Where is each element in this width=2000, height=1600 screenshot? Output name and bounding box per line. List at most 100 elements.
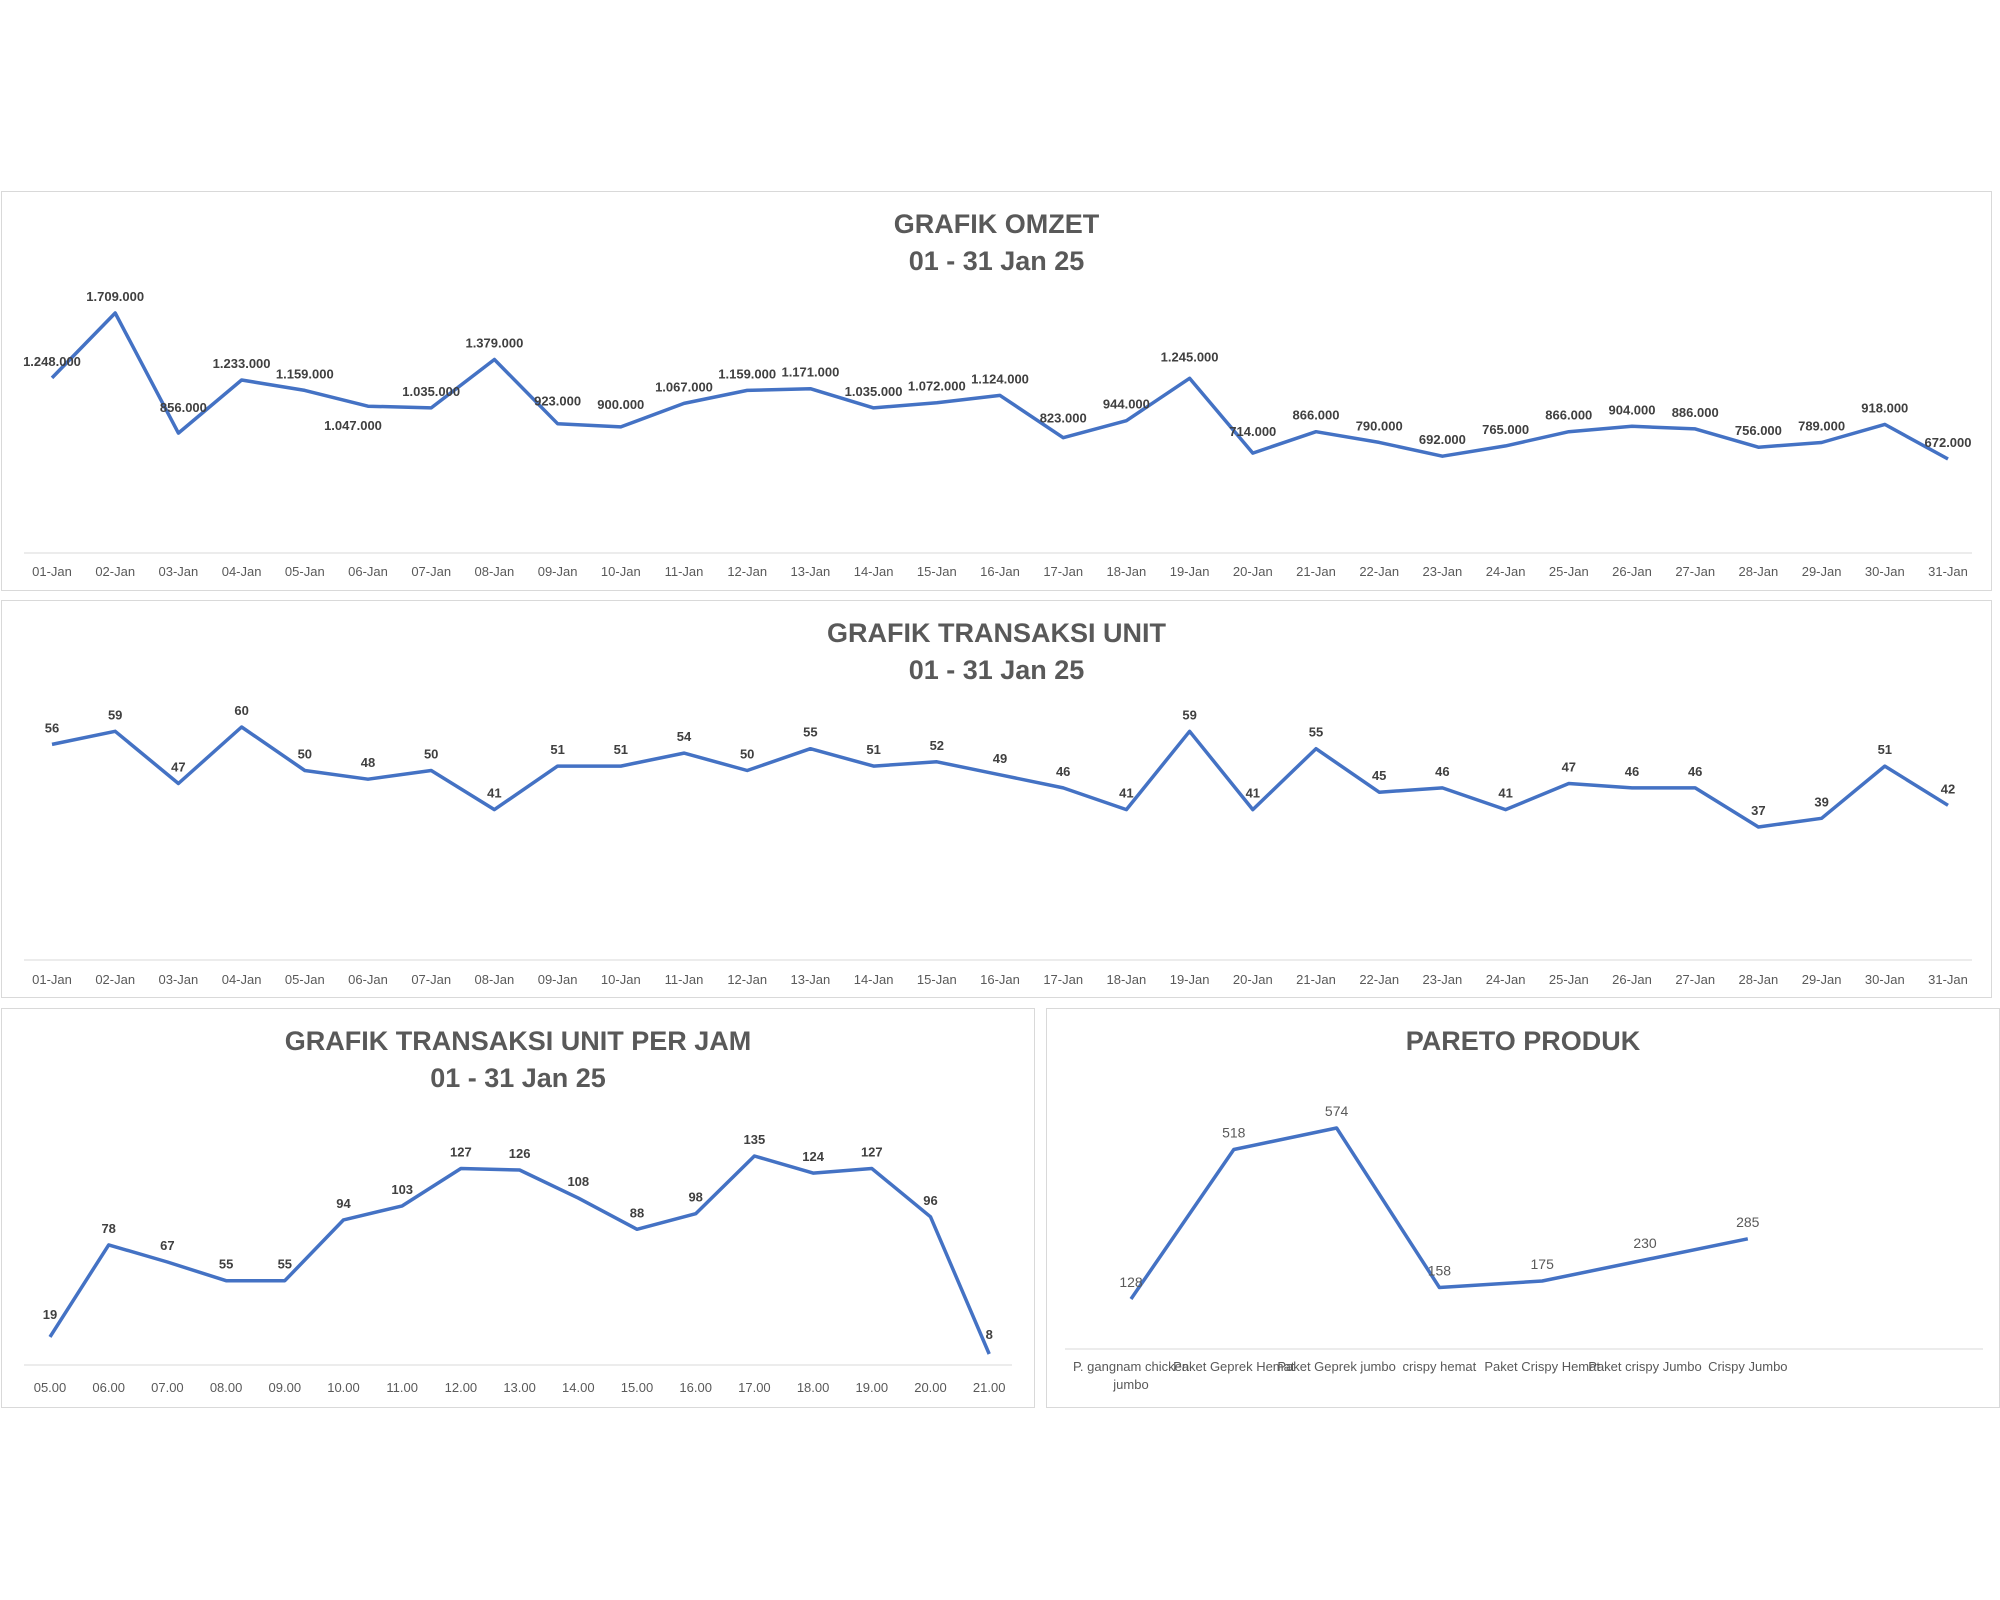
- data-label: 128: [1119, 1274, 1143, 1290]
- pareto-chart-title: PARETO PRODUK: [1405, 1026, 1641, 1056]
- data-label: 1.047.000: [324, 418, 382, 433]
- data-label: 126: [509, 1146, 531, 1161]
- x-tick-label: 11.00: [386, 1380, 418, 1395]
- x-tick-label: 05-Jan: [285, 564, 325, 579]
- x-tick-label: 23-Jan: [1423, 972, 1463, 987]
- data-label: 714.000: [1229, 424, 1276, 439]
- data-label: 574: [1325, 1103, 1349, 1119]
- x-tick-label: 29-Jan: [1802, 972, 1842, 987]
- x-tick-label: 27-Jan: [1675, 564, 1715, 579]
- series-line: [51, 725, 1949, 829]
- x-tick-label: 05-Jan: [285, 972, 325, 987]
- omzet-chart-subtitle: 01 - 31 Jan 25: [908, 246, 1085, 276]
- x-tick-label: 14.00: [562, 1380, 595, 1395]
- series-line: [48, 1154, 991, 1355]
- x-tick-label: 09.00: [269, 1380, 302, 1395]
- x-tick-label: 19-Jan: [1170, 972, 1210, 987]
- data-label: 51: [1878, 742, 1892, 757]
- x-tick-label: 13-Jan: [791, 972, 831, 987]
- x-tick-label: crispy hemat: [1403, 1359, 1477, 1374]
- data-label: 19: [43, 1307, 57, 1322]
- x-tick-label: 02-Jan: [95, 564, 135, 579]
- x-tick-label: 07-Jan: [411, 972, 451, 987]
- x-tick-label: 18-Jan: [1107, 972, 1147, 987]
- x-tick-label: P. gangnam chicken jumbo: [1073, 1359, 1189, 1392]
- x-tick-label: 22-Jan: [1359, 564, 1399, 579]
- x-tick-label: 17-Jan: [1043, 564, 1083, 579]
- data-label: 51: [550, 742, 564, 757]
- data-label: 42: [1941, 781, 1955, 796]
- data-label: 46: [1435, 764, 1449, 779]
- x-tick-label: 21-Jan: [1296, 972, 1336, 987]
- x-tick-label: 03-Jan: [159, 564, 199, 579]
- x-tick-label: 04-Jan: [222, 564, 262, 579]
- data-label: 765.000: [1482, 422, 1529, 437]
- unit-chart-title: GRAFIK TRANSAKSI UNIT: [827, 618, 1166, 648]
- x-tick-label: 26-Jan: [1612, 972, 1652, 987]
- x-tick-label: 17.00: [738, 1380, 771, 1395]
- data-label: 46: [1056, 764, 1070, 779]
- hourly-chart-panel: GRAFIK TRANSAKSI UNIT PER JAM 01 - 31 Ja…: [1, 1008, 1035, 1408]
- x-tick-label: 10-Jan: [601, 564, 641, 579]
- data-label: 67: [160, 1238, 174, 1253]
- unit-chart-subtitle: 01 - 31 Jan 25: [908, 655, 1085, 685]
- data-label: 51: [866, 742, 880, 757]
- data-label: 158: [1428, 1262, 1452, 1278]
- data-label: 1.233.000: [213, 356, 271, 371]
- unit-line-chart: 56 59 47 60 50 48 50 41 51 51 54 50 55 51 52 49 46 41 59 41…: [24, 703, 1972, 987]
- x-tick-label: 15-Jan: [917, 972, 957, 987]
- hourly-chart-subtitle: 01 - 31 Jan 25: [430, 1063, 606, 1093]
- data-label: 52: [930, 738, 944, 753]
- x-tick-label: 16-Jan: [980, 564, 1020, 579]
- x-tick-label: Paket Crispy Hemat: [1484, 1359, 1600, 1374]
- data-label: 51: [614, 742, 628, 757]
- x-tick-label: 24-Jan: [1486, 564, 1526, 579]
- data-label: 46: [1625, 764, 1639, 779]
- data-label: 285: [1736, 1214, 1760, 1230]
- x-tick-label: 31-Jan: [1928, 564, 1968, 579]
- data-label: 55: [1309, 725, 1323, 740]
- x-tick-label: 18-Jan: [1107, 564, 1147, 579]
- x-tick-label: 12-Jan: [727, 564, 767, 579]
- data-label: 47: [171, 760, 185, 775]
- x-tick-label: 26-Jan: [1612, 564, 1652, 579]
- data-label: 41: [1246, 786, 1260, 801]
- x-tick-label: 11-Jan: [665, 564, 704, 579]
- x-tick-label: 16-Jan: [980, 972, 1020, 987]
- x-tick-label: 13-Jan: [791, 564, 831, 579]
- data-label: 756.000: [1735, 423, 1782, 438]
- x-tick-label: 08-Jan: [475, 564, 515, 579]
- x-tick-label: 06-Jan: [348, 564, 388, 579]
- x-tick-label: 12.00: [445, 1380, 478, 1395]
- data-label: 96: [923, 1193, 937, 1208]
- x-tick-label: 28-Jan: [1739, 564, 1779, 579]
- x-tick-label: 13.00: [503, 1380, 536, 1395]
- data-label: 1.035.000: [845, 384, 903, 399]
- x-tick-label: 02-Jan: [95, 972, 135, 987]
- data-label: 59: [108, 707, 122, 722]
- data-label: 41: [1498, 786, 1512, 801]
- hourly-chart-title: GRAFIK TRANSAKSI UNIT PER JAM: [284, 1026, 752, 1056]
- pareto-line-chart: 128 518 574 158 175 230 285 P. gangnam chicken j…: [1065, 1103, 1983, 1392]
- x-tick-label: 15.00: [621, 1380, 654, 1395]
- x-tick-label: 01-Jan: [32, 972, 72, 987]
- data-label: 886.000: [1672, 405, 1719, 420]
- x-tick-label: Paket crispy Jumbo: [1588, 1359, 1701, 1374]
- omzet-chart-panel: GRAFIK OMZET 01 - 31 Jan 25 1.248.000 1.7…: [1, 191, 1992, 591]
- x-tick-label: 06.00: [92, 1380, 125, 1395]
- data-label: 49: [993, 751, 1007, 766]
- data-label: 47: [1562, 760, 1576, 775]
- x-tick-label: 09-Jan: [538, 564, 578, 579]
- x-tick-label: 20.00: [914, 1380, 947, 1395]
- data-label: 46: [1688, 764, 1702, 779]
- x-tick-label: 28-Jan: [1739, 972, 1779, 987]
- data-label: 1.067.000: [655, 379, 713, 394]
- data-label: 1.248.000: [23, 354, 81, 369]
- data-label: 127: [450, 1144, 472, 1159]
- x-tick-label: 05.00: [34, 1380, 67, 1395]
- x-tick-label: 19-Jan: [1170, 564, 1210, 579]
- data-label: 904.000: [1609, 402, 1656, 417]
- data-label: 55: [219, 1257, 233, 1272]
- data-label: 50: [424, 746, 438, 761]
- x-tick-label: 06-Jan: [348, 972, 388, 987]
